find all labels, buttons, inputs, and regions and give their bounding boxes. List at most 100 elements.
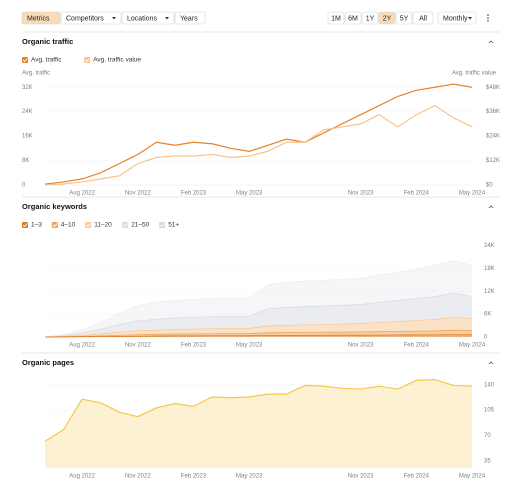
dropdown-caret (468, 17, 472, 20)
y-tick-label: 35 (484, 458, 491, 464)
y-tick-label: 24K (22, 109, 33, 115)
range-button[interactable] (412, 11, 434, 25)
y2-tick-label: $0 (486, 183, 493, 189)
x-tick-label: Nov 2023 (348, 343, 374, 349)
y-tick-label: 12K (484, 289, 495, 295)
range-label[interactable]: 1M (331, 15, 341, 22)
y-tick-label: 16K (22, 134, 33, 140)
range-button[interactable] (395, 11, 413, 25)
collapse-icon[interactable] (488, 361, 494, 365)
area-line (44, 292, 473, 338)
more-icon[interactable] (487, 17, 489, 19)
x-tick-label: May 2023 (236, 474, 263, 480)
y2-tick-label: $48K (486, 85, 500, 91)
tab-button[interactable] (60, 11, 122, 25)
y-tick-label: 18K (484, 266, 495, 272)
range-label[interactable]: 2Y (383, 15, 392, 22)
more-icon[interactable] (487, 14, 489, 16)
x-tick-label: Nov 2023 (348, 191, 374, 197)
series-line (44, 104, 473, 186)
x-tick-label: Aug 2022 (69, 474, 95, 480)
x-tick-label: May 2024 (459, 343, 486, 349)
legend-label[interactable]: 21–50 (131, 222, 149, 229)
y2-tick-label: $24K (486, 134, 500, 140)
x-tick-label: Aug 2022 (69, 343, 95, 349)
legend-checkbox[interactable] (84, 57, 91, 63)
y-tick-label: 8K (22, 158, 29, 164)
interval-label[interactable]: Monthly (443, 15, 468, 22)
tab-button[interactable] (174, 11, 206, 25)
x-tick-label: Feb 2023 (181, 343, 207, 349)
y-tick-label: 140 (484, 382, 495, 388)
x-tick-label: May 2023 (236, 343, 263, 349)
legend-label[interactable]: 4–10 (61, 222, 76, 229)
range-label[interactable]: 6M (348, 15, 358, 22)
checkmark (86, 223, 91, 228)
x-tick-label: Feb 2024 (404, 343, 430, 349)
x-tick-label: Nov 2022 (125, 474, 151, 480)
tab-label[interactable]: Metrics (27, 15, 50, 22)
y2-axis-title: Avg. traffic value (452, 71, 497, 77)
range-label[interactable]: All (419, 15, 427, 22)
y2-tick-label: $36K (486, 109, 500, 115)
more-icon[interactable] (487, 20, 489, 22)
checkmark (22, 58, 28, 63)
dropdown-caret (165, 17, 169, 20)
legend-label[interactable]: 11–20 (94, 222, 112, 229)
collapse-icon[interactable] (488, 205, 494, 209)
checkmark (22, 223, 28, 228)
range-button[interactable] (327, 11, 345, 25)
y2-tick-label: $12K (486, 158, 500, 164)
collapse-icon[interactable] (488, 40, 494, 44)
legend-label[interactable]: 51+ (168, 222, 179, 229)
interval-button[interactable] (437, 11, 477, 25)
area-fill (45, 317, 472, 337)
y-tick-label: 6K (484, 312, 491, 318)
x-tick-label: Nov 2023 (348, 474, 374, 480)
x-tick-label: Feb 2024 (404, 191, 430, 197)
y-tick-label: 0 (484, 335, 488, 341)
chart-title: Organic keywords (22, 202, 87, 211)
y-tick-label: 32K (22, 85, 33, 91)
area-line (44, 260, 473, 338)
chart-title: Organic traffic (22, 37, 73, 46)
range-button[interactable] (361, 11, 379, 25)
tab-button[interactable] (121, 11, 175, 25)
tab-label[interactable]: Competitors (66, 15, 104, 22)
y-tick-label: 0 (22, 183, 26, 189)
x-tick-label: Feb 2023 (181, 191, 207, 197)
legend-checkbox[interactable] (51, 222, 58, 228)
checkmark (52, 223, 58, 228)
area-line (44, 316, 473, 338)
legend-label[interactable]: 1–3 (31, 222, 42, 229)
area-line (44, 329, 473, 338)
tab-label[interactable]: Locations (127, 15, 157, 22)
x-tick-label: Aug 2022 (69, 191, 95, 197)
checkmark (85, 58, 90, 63)
checkmark (160, 223, 165, 228)
range-label[interactable]: 1Y (366, 15, 375, 22)
x-tick-label: May 2024 (459, 474, 486, 480)
area-fill (45, 260, 472, 337)
legend-checkbox[interactable] (85, 222, 92, 228)
range-button[interactable] (344, 11, 362, 25)
x-tick-label: Feb 2023 (181, 474, 207, 480)
checkmark (123, 223, 128, 228)
dropdown-caret (112, 17, 116, 20)
series-line (44, 83, 473, 185)
legend-checkbox[interactable] (22, 222, 28, 228)
x-tick-label: Feb 2024 (404, 474, 430, 480)
area-line (44, 334, 473, 338)
range-label[interactable]: 5Y (400, 15, 409, 22)
area-line (44, 379, 473, 442)
legend-label[interactable]: Avg. traffic (31, 57, 62, 64)
legend-checkbox[interactable] (159, 222, 166, 228)
x-tick-label: May 2023 (236, 191, 263, 197)
range-button[interactable] (378, 11, 396, 25)
tab-label[interactable]: Years (180, 15, 198, 22)
legend-label[interactable]: Avg. traffic value (93, 57, 141, 64)
legend-checkbox[interactable] (22, 57, 28, 63)
tab-button[interactable] (21, 11, 61, 25)
legend-checkbox[interactable] (122, 222, 129, 228)
